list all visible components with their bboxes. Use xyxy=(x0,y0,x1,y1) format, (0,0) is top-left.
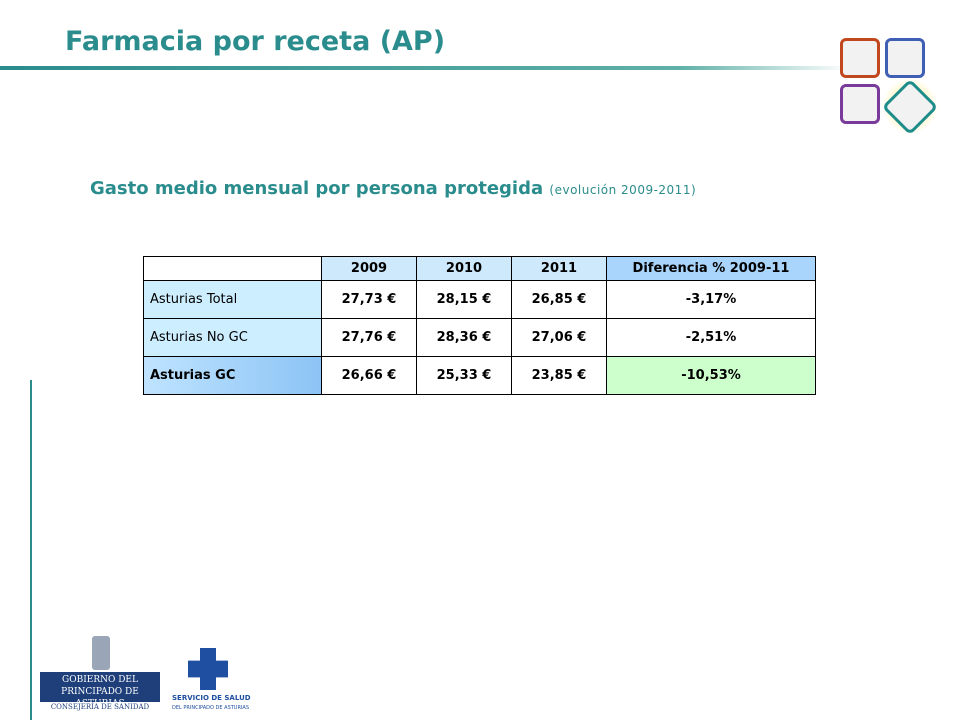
subtitle-main: Gasto medio mensual por persona protegid… xyxy=(90,178,544,199)
logo-servicio: Servicio de Salud xyxy=(172,694,251,702)
deco-square xyxy=(840,84,880,124)
table-cell: 2010 xyxy=(416,256,512,281)
table-cell: 26,66 € xyxy=(321,356,417,395)
table-cell: 28,15 € xyxy=(416,280,512,319)
table-cell: 25,33 € xyxy=(416,356,512,395)
deco-square xyxy=(840,38,880,78)
logo-servicio-sub: del Principado de Asturias xyxy=(172,705,249,711)
table-cell: 26,85 € xyxy=(511,280,607,319)
logo-consejeria: Consejería de Sanidad xyxy=(50,703,150,711)
logo-text: Principado de Asturias xyxy=(61,687,139,709)
table-cell: 23,85 € xyxy=(511,356,607,395)
table-cell: Asturias Total xyxy=(143,280,322,319)
subtitle-note: (evolución 2009-2011) xyxy=(549,183,697,197)
deco-square xyxy=(885,38,925,78)
subtitle: Gasto medio mensual por persona protegid… xyxy=(90,178,696,199)
table-cell xyxy=(143,256,322,281)
table-cell: Asturias No GC xyxy=(143,318,322,357)
coat-of-arms xyxy=(92,636,110,670)
table-cell: -3,17% xyxy=(606,280,816,319)
table-cell: 28,36 € xyxy=(416,318,512,357)
table-cell: 2009 xyxy=(321,256,417,281)
table-cell: -10,53% xyxy=(606,356,816,395)
table-cell: 27,06 € xyxy=(511,318,607,357)
title-rule xyxy=(0,66,850,70)
table-cell: 27,76 € xyxy=(321,318,417,357)
title: Farmacia por receta (AP) xyxy=(65,26,446,57)
table-cell: Diferencia % 2009-11 xyxy=(606,256,816,281)
table-cell: -2,51% xyxy=(606,318,816,357)
table-cell: Asturias GC xyxy=(143,356,322,395)
table-cell: 2011 xyxy=(511,256,607,281)
logo-text: Gobierno del xyxy=(62,675,138,685)
table-cell: 27,73 € xyxy=(321,280,417,319)
logo-gobierno: Gobierno del Principado de Asturias xyxy=(40,672,160,709)
logo-cross xyxy=(188,648,228,690)
side-line xyxy=(30,380,32,720)
